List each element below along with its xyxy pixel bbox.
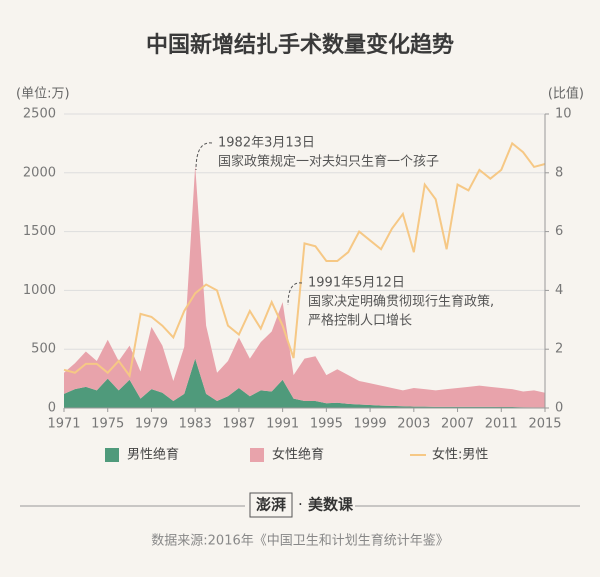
legend-label: 女性绝育: [272, 447, 324, 463]
logo-box: [249, 492, 293, 518]
logo: 澎湃: [256, 496, 286, 514]
y2-tick-label: 8: [555, 165, 563, 180]
y-tick-label: 2500: [23, 107, 56, 122]
y2-tick-label: 2: [555, 342, 563, 357]
y2-tick-label: 10: [555, 107, 572, 122]
y-tick-label: 1000: [23, 283, 56, 298]
x-tick-label: 1995: [310, 417, 343, 432]
x-tick-label: 1999: [354, 417, 387, 432]
annotation-text: 国家政策规定一对夫妇只生育一个孩子: [218, 154, 439, 170]
annotation-arrow: [287, 282, 303, 306]
legend-swatch: [105, 448, 119, 462]
y2-axis-label: (比值): [548, 86, 584, 102]
y2-tick-label: 6: [555, 224, 563, 239]
annotation-arrow: [195, 142, 213, 171]
area: [64, 358, 545, 408]
x-tick-label: 2003: [397, 417, 430, 432]
legend-label: 男性绝育: [127, 447, 179, 463]
annotation-text: 严格控制人口增长: [308, 313, 412, 329]
x-tick-label: 1971: [47, 417, 80, 432]
x-tick-label: 2011: [485, 417, 518, 432]
source: 数据来源:2016年《中国卫生和计划生育统计年鉴》: [151, 533, 448, 549]
x-tick-label: 1987: [222, 417, 255, 432]
annotation-date: 1991年5月12日: [308, 276, 405, 291]
y2-tick-label: 0: [555, 401, 563, 416]
x-tick-label: 1983: [179, 417, 212, 432]
x-tick-label: 1975: [91, 417, 124, 432]
chart-title: 中国新增结扎手术数量变化趋势: [146, 32, 454, 58]
legend-label: 女性:男性: [432, 447, 488, 463]
y-tick-label: 500: [31, 342, 56, 357]
area: [64, 165, 545, 408]
y-axis-label: (单位:万): [16, 87, 70, 102]
x-tick-label: 2007: [441, 417, 474, 432]
ratio-line: [63, 141, 546, 379]
y2-tick-label: 4: [555, 283, 563, 298]
y-tick-label: 2000: [23, 165, 56, 180]
legend-swatch: [250, 448, 264, 462]
annotation-date: 1982年3月13日: [218, 136, 315, 151]
logo-dot: ·: [298, 496, 303, 514]
annotation-text: 国家决定明确贯彻现行生育政策,: [308, 294, 494, 310]
x-tick-label: 2015: [528, 417, 561, 432]
logo: 美数课: [308, 496, 354, 514]
y-tick-label: 0: [48, 401, 56, 416]
y-tick-label: 1500: [23, 224, 56, 239]
x-tick-label: 1979: [135, 417, 168, 432]
x-tick-label: 1991: [266, 417, 299, 432]
